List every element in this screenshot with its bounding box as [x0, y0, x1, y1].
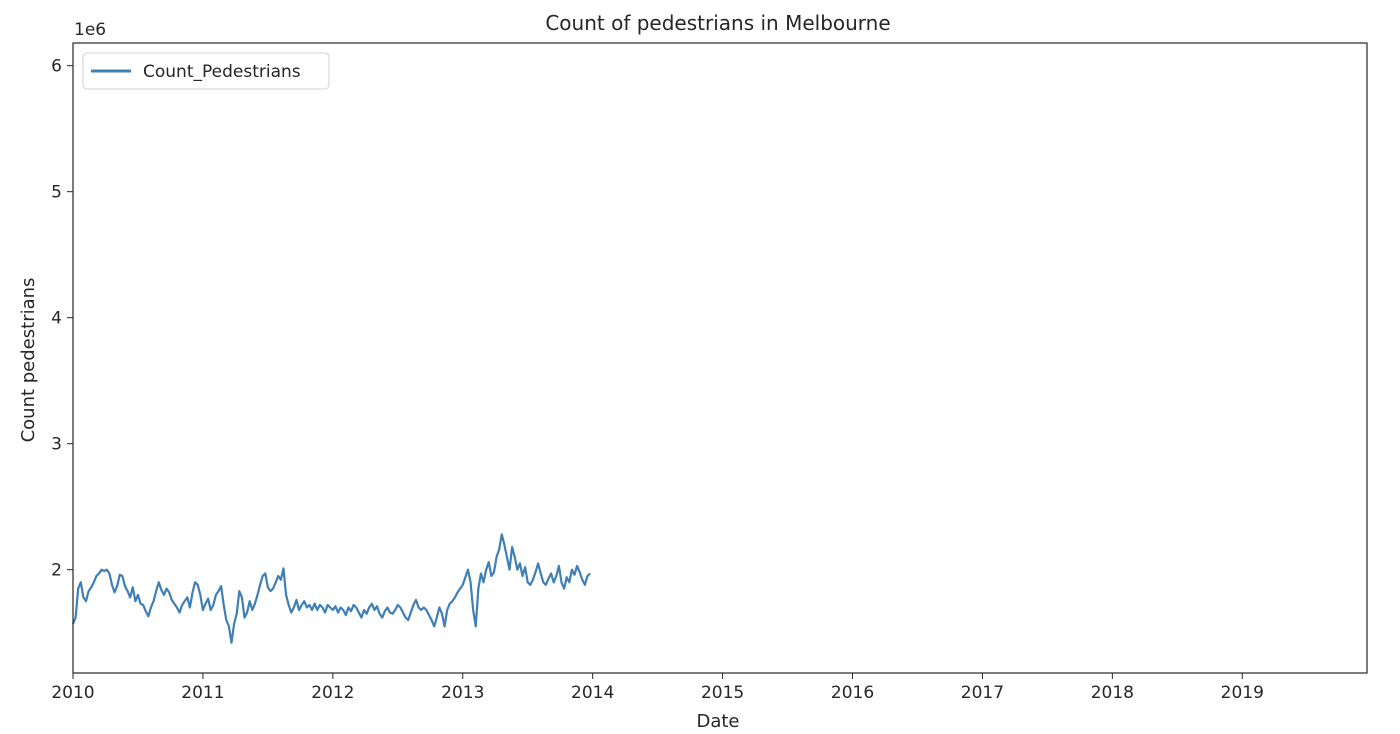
series-line-count-pedestrians — [71, 533, 591, 644]
y-axis-label: Count pedestrians — [18, 278, 39, 443]
y-tick-label: 5 — [51, 183, 62, 203]
y-tick-label: 3 — [51, 435, 62, 455]
x-tick-label: 2016 — [831, 683, 874, 703]
y-axis-offset-label: 1e6 — [74, 20, 106, 40]
y-tick-label: 2 — [51, 561, 62, 581]
x-tick-label: 2018 — [1091, 683, 1134, 703]
x-tick-label: 2019 — [1221, 683, 1264, 703]
y-axis-ticks: 2 3 4 5 6 — [51, 57, 73, 581]
x-tick-label: 2015 — [701, 683, 744, 703]
x-axis-ticks: 2010 2011 2012 2013 2014 2015 2016 2017 2018 2019 — [51, 673, 1264, 703]
x-tick-label: 2012 — [311, 683, 354, 703]
x-tick-label: 2013 — [441, 683, 484, 703]
x-tick-label: 2011 — [181, 683, 224, 703]
legend: Count_Pedestrians — [82, 52, 330, 90]
plot-frame — [72, 42, 1368, 674]
x-tick-label: 2017 — [961, 683, 1004, 703]
x-tick-label: 2010 — [51, 683, 94, 703]
y-tick-label: 4 — [51, 309, 62, 329]
x-axis-label: Date — [696, 711, 739, 732]
legend-box — [82, 52, 330, 90]
legend-label: Count_Pedestrians — [143, 62, 301, 82]
chart-title: Count of pedestrians in Melbourne — [545, 11, 890, 35]
plot-lines — [71, 533, 591, 644]
y-tick-label: 6 — [51, 57, 62, 77]
x-tick-label: 2014 — [571, 683, 614, 703]
